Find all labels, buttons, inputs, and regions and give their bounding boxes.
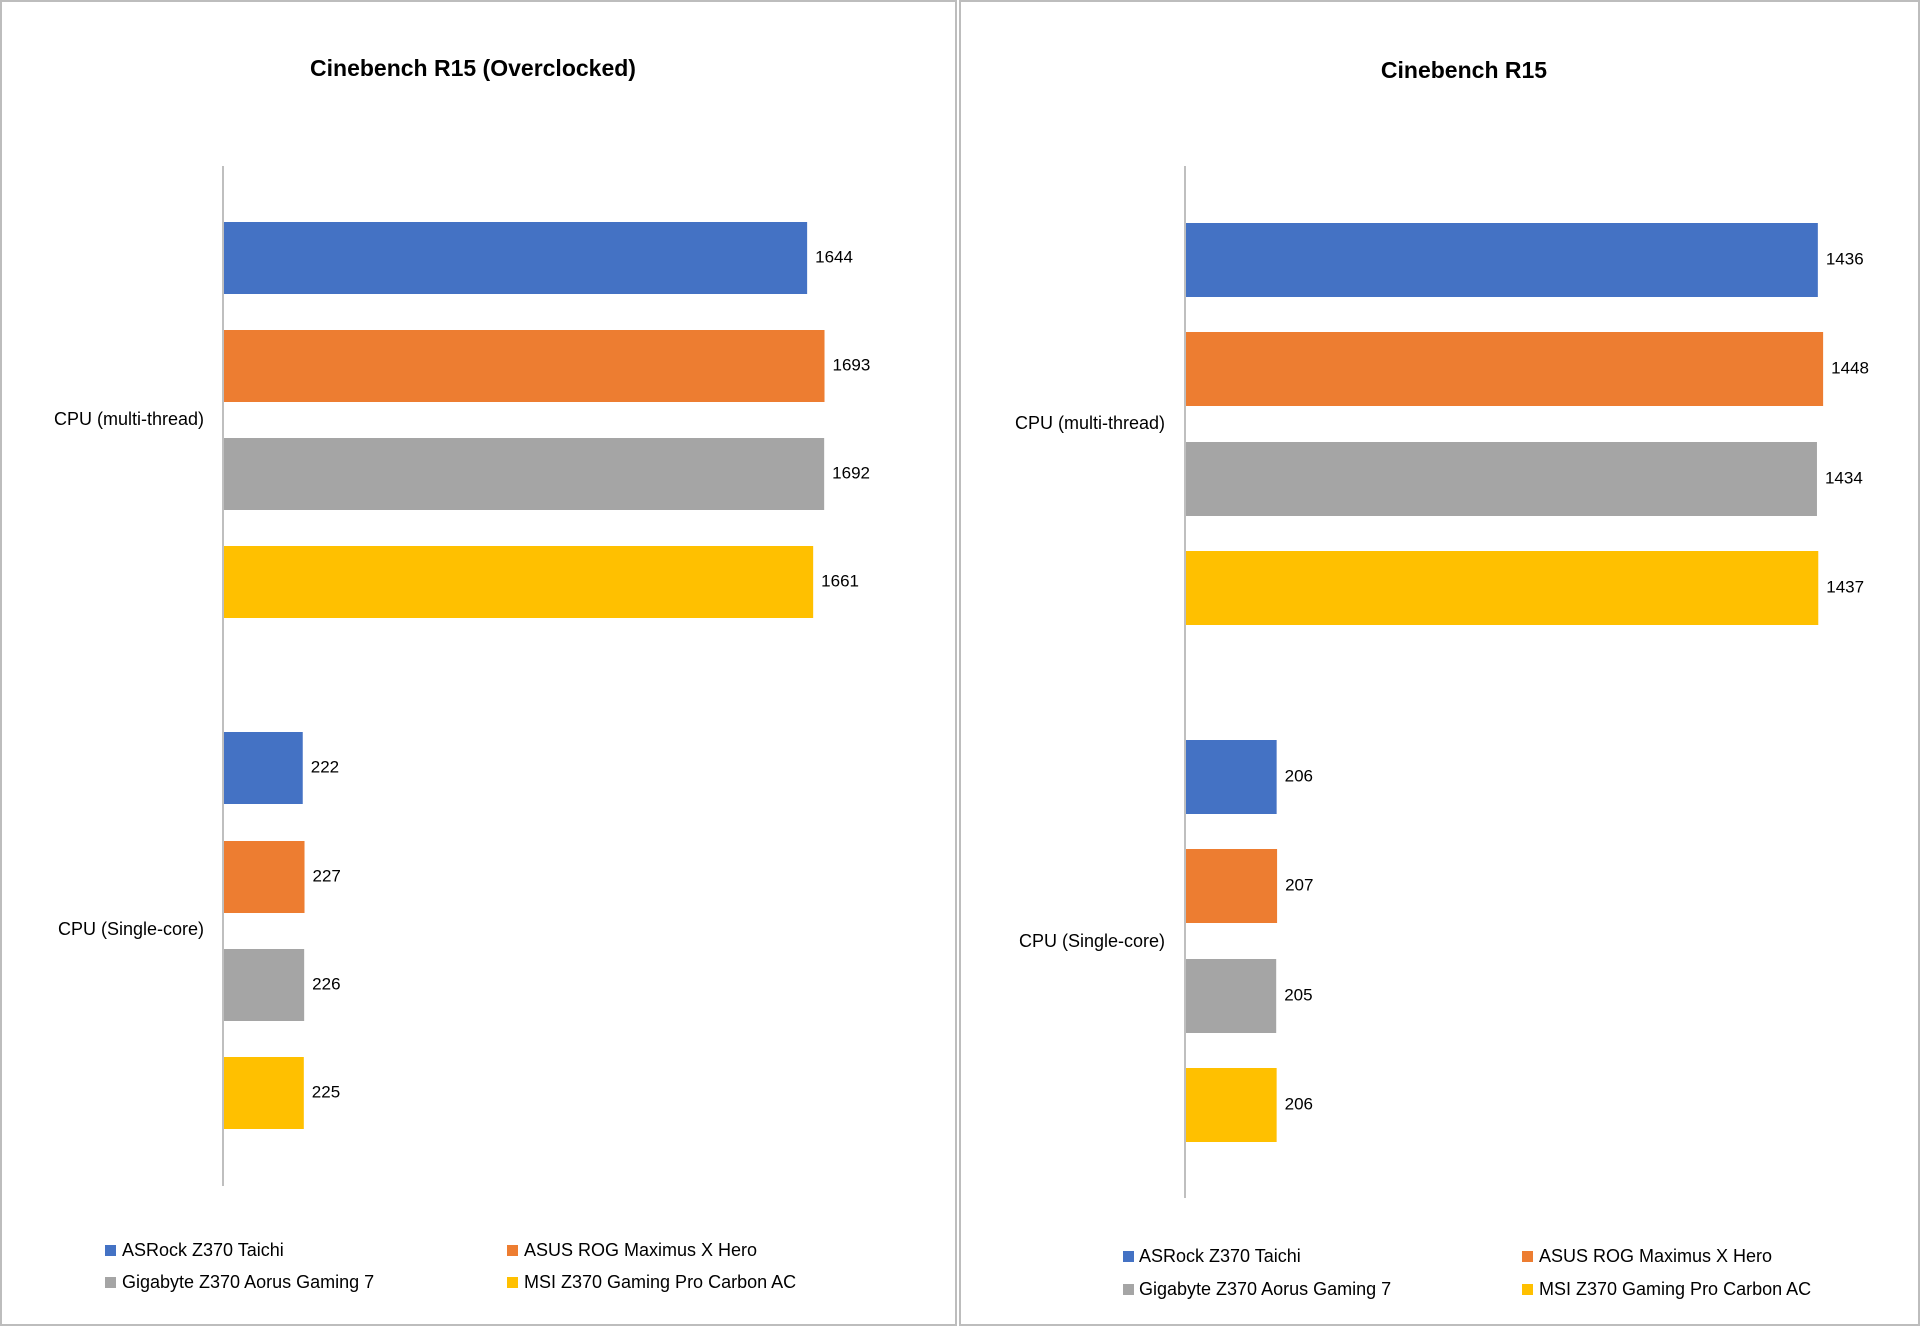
legend-swatch [507,1277,518,1288]
legend-label: Gigabyte Z370 Aorus Gaming 7 [1139,1279,1391,1299]
category-label: CPU (multi-thread) [1015,413,1165,433]
data-label: 225 [312,1082,340,1101]
bar [1186,740,1277,814]
bar [224,546,814,618]
bar [1186,959,1277,1033]
data-label: 1437 [1826,577,1864,596]
data-label: 1693 [833,355,871,374]
data-label: 1661 [821,571,859,590]
category-label: CPU (multi-thread) [54,409,204,429]
legend-swatch [105,1277,116,1288]
bar [1186,849,1278,923]
bar [224,949,305,1021]
bar [224,732,303,804]
bar [1186,223,1818,297]
data-label: 1434 [1825,468,1863,487]
chart-stock: Cinebench R15 CPU (multi-thread) CPU (Sing… [1015,57,1869,1299]
legend-label: Gigabyte Z370 Aorus Gaming 7 [122,1272,374,1292]
legend-label: MSI Z370 Gaming Pro Carbon AC [524,1272,796,1292]
bar [1186,1068,1277,1142]
legend-swatch [1123,1284,1134,1295]
data-label: 205 [1284,985,1312,1004]
chart-title: Cinebench R15 [1381,57,1547,83]
bar [224,222,808,294]
chart-panel-overclocked: Cinebench R15 (Overclocked) CPU (multi-th… [0,0,957,1326]
data-label: 207 [1285,875,1313,894]
legend-label: ASRock Z370 Taichi [1139,1246,1301,1266]
data-label: 206 [1285,766,1313,785]
bar [224,330,825,402]
bar [224,841,305,913]
bar [224,1057,304,1129]
data-label: 1436 [1826,249,1864,268]
data-label: 226 [312,974,340,993]
legend-swatch [1522,1251,1533,1262]
legend-label: ASRock Z370 Taichi [122,1240,284,1260]
chart-title: Cinebench R15 (Overclocked) [310,55,636,81]
bar [1186,551,1819,625]
legend-swatch [1123,1251,1134,1262]
bar [224,438,825,510]
chart-panel-stock: Cinebench R15 CPU (multi-thread) CPU (Sing… [959,0,1920,1326]
data-label: 1644 [815,247,853,266]
legend-swatch [1522,1284,1533,1295]
data-label: 222 [311,757,339,776]
legend-label: MSI Z370 Gaming Pro Carbon AC [1539,1279,1811,1299]
category-label: CPU (Single-core) [58,919,204,939]
data-label: 1692 [832,463,870,482]
data-label: 206 [1285,1094,1313,1113]
legend-label: ASUS ROG Maximus X Hero [1539,1246,1772,1266]
legend-swatch [507,1245,518,1256]
bar [1186,442,1817,516]
category-label: CPU (Single-core) [1019,931,1165,951]
data-label: 227 [313,866,341,885]
chart-overclocked: Cinebench R15 (Overclocked) CPU (multi-th… [54,55,871,1292]
legend-label: ASUS ROG Maximus X Hero [524,1240,757,1260]
legend-swatch [105,1245,116,1256]
data-label: 1448 [1831,358,1869,377]
bar [1186,332,1824,406]
